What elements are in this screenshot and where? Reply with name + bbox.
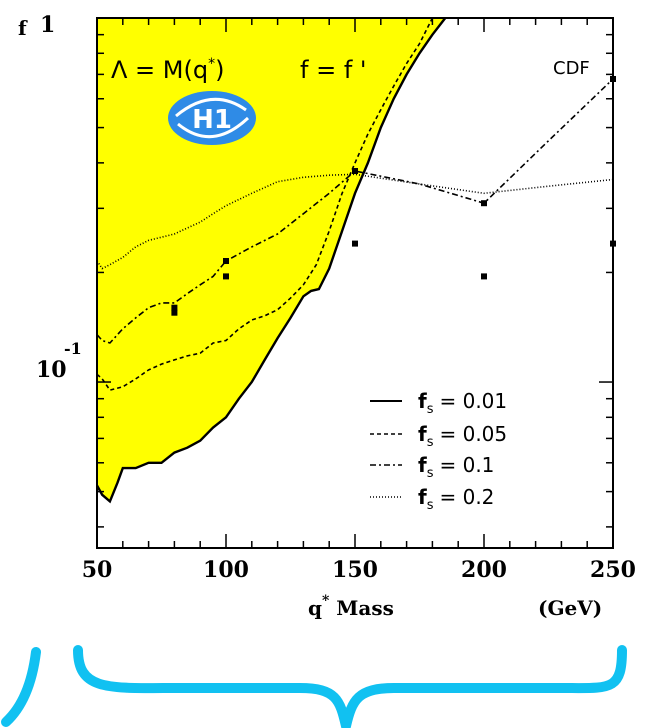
y-tick-label-10: 10 (36, 357, 67, 383)
series-2-marker (352, 168, 358, 174)
series-3-marker (352, 240, 358, 247)
series-2-marker (481, 200, 487, 207)
svg-text:fs= 0.1: fs = 0.1 (418, 453, 494, 481)
lambda-annotation: Λ = M(q*) (111, 56, 224, 84)
x-tick-label-100: 100 (203, 557, 249, 583)
legend-entry-0: fs = 0.01 (370, 389, 507, 417)
x-axis-unit: (GeV) (538, 596, 602, 620)
x-tick-label-150: 150 (332, 557, 378, 583)
x-tick-label-250: 250 (590, 557, 636, 583)
legend-entry-1: fs = 0.05 (370, 422, 507, 450)
x-axis-title: q* Mass (308, 593, 394, 620)
y-tick-label-1: 1 (40, 12, 55, 38)
series-3-marker (481, 273, 487, 280)
series-layer (95, 17, 614, 504)
legend-entry-2: fs = 0.1 (370, 453, 494, 481)
f-annotation: f = f ' (300, 56, 367, 84)
legend-entry-3: fs = 0.2 (370, 485, 494, 513)
svg-text:fs= 0.01: fs = 0.01 (418, 389, 507, 417)
svg-text:fs= 0.2: fs = 0.2 (418, 485, 494, 513)
y-tick-exponent: -1 (64, 339, 82, 358)
legend: fs = 0.01 fs = 0.05 fs = 0.1 fs = 0.2 (370, 389, 507, 513)
svg-text:fs= 0.05: fs = 0.05 (418, 422, 507, 450)
y-axis-title: f (18, 16, 28, 40)
x-tick-label-50: 50 (82, 557, 113, 583)
series-line-3 (96, 173, 614, 270)
x-tick-label-200: 200 (461, 557, 507, 583)
cdf-label: CDF (553, 58, 590, 79)
series-2-marker (171, 309, 178, 316)
series-3-marker (223, 273, 229, 280)
series-3-marker (171, 304, 178, 311)
series-line-2 (96, 78, 614, 344)
excluded-region (97, 18, 446, 502)
series-2-marker (223, 258, 229, 264)
cyan-brace (73, 645, 627, 728)
h1-logo: H1 (168, 91, 256, 145)
series-line-0 (95, 17, 447, 504)
cyan-bracket-left (1, 647, 41, 727)
series-line-1 (96, 17, 434, 392)
tick-layer (96, 17, 614, 548)
h1-logo-text: H1 (192, 105, 232, 135)
